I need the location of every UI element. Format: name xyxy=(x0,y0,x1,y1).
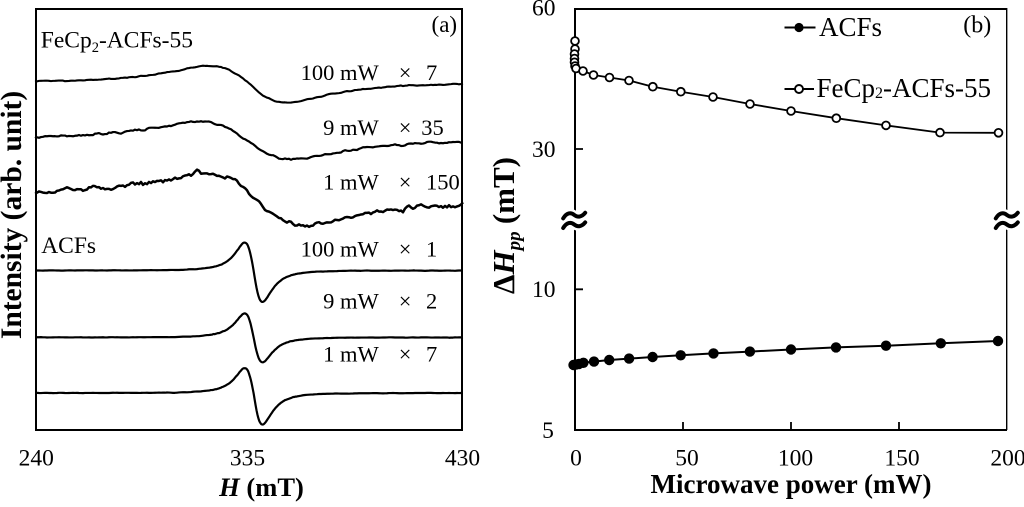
svg-text:200: 200 xyxy=(990,446,1024,472)
svg-text:×: × xyxy=(399,236,412,261)
svg-text:Intensity (arb. unit): Intensity (arb. unit) xyxy=(0,91,28,339)
svg-text:Microwave power (mW): Microwave power (mW) xyxy=(651,469,932,499)
svg-text:5: 5 xyxy=(542,418,554,444)
svg-text:×: × xyxy=(399,170,412,195)
svg-text:240: 240 xyxy=(19,446,54,472)
svg-text:×: × xyxy=(399,342,412,367)
svg-text:ACFs: ACFs xyxy=(819,12,882,42)
svg-text:50: 50 xyxy=(675,446,699,472)
svg-text:H (mT): H (mT) xyxy=(218,472,304,502)
svg-text:30: 30 xyxy=(532,137,556,163)
svg-text:0: 0 xyxy=(570,446,582,472)
svg-text:150: 150 xyxy=(426,170,460,195)
svg-text:1 mW: 1 mW xyxy=(323,342,379,367)
svg-text:100 mW: 100 mW xyxy=(301,60,380,85)
svg-text:ΔHpp (mT): ΔHpp (mT) xyxy=(486,157,525,294)
svg-text:9 mW: 9 mW xyxy=(323,115,379,140)
svg-text:(a): (a) xyxy=(432,12,458,37)
svg-text:100: 100 xyxy=(778,446,813,472)
svg-text:35: 35 xyxy=(421,115,444,140)
svg-text:430: 430 xyxy=(445,446,480,472)
svg-text:FeCp2-ACFs-55: FeCp2-ACFs-55 xyxy=(41,28,193,57)
svg-text:FeCp2-ACFs-55: FeCp2-ACFs-55 xyxy=(817,73,992,103)
svg-text:×: × xyxy=(399,289,412,314)
svg-text:10: 10 xyxy=(532,277,556,303)
svg-text:100 mW: 100 mW xyxy=(301,236,380,261)
svg-text:×: × xyxy=(399,115,412,140)
svg-text:1: 1 xyxy=(426,236,437,261)
svg-text:2: 2 xyxy=(426,289,437,314)
svg-text:(b): (b) xyxy=(963,13,991,39)
svg-text:7: 7 xyxy=(426,342,437,367)
svg-text:×: × xyxy=(399,60,412,85)
svg-text:335: 335 xyxy=(230,446,265,472)
svg-text:150: 150 xyxy=(884,446,919,472)
svg-text:60: 60 xyxy=(532,0,556,22)
svg-text:9 mW: 9 mW xyxy=(323,289,379,314)
svg-text:ACFs: ACFs xyxy=(41,233,96,259)
svg-text:7: 7 xyxy=(426,60,437,85)
svg-text:1 mW: 1 mW xyxy=(323,170,379,195)
